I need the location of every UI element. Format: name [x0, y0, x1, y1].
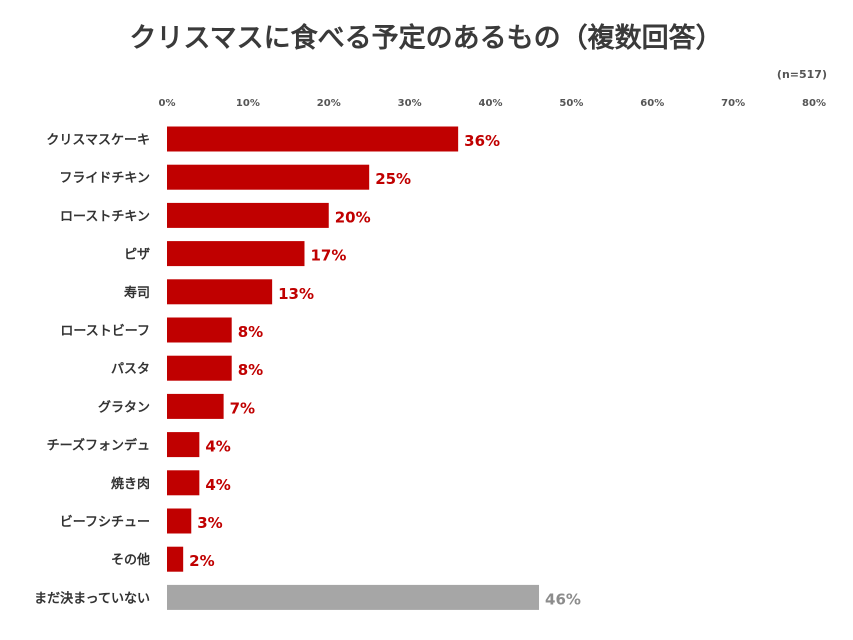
chart-title: クリスマスに食べる予定のあるもの（複数回答） [129, 22, 722, 54]
x-tick-label: 30% [398, 98, 422, 109]
data-label: 17% [310, 247, 346, 265]
bar [167, 279, 273, 305]
bar [167, 241, 305, 267]
y-axis-labels: クリスマスケーキフライドチキンローストチキンピザ寿司ローストビーフパスタグラタン… [34, 133, 150, 606]
bar [167, 546, 184, 572]
category-label: ローストチキン [60, 209, 150, 224]
category-label: フライドチキン [59, 171, 150, 186]
category-label: クリスマスケーキ [46, 133, 150, 148]
category-label: ビーフシチュー [60, 514, 150, 530]
data-label: 3% [197, 514, 222, 532]
data-label: 46% [545, 590, 581, 608]
category-label: その他 [111, 552, 150, 568]
bar [167, 355, 232, 381]
bar [167, 584, 540, 610]
data-labels: 36% 25% 20% 17% 13% 8% 8% 7% 4% 4% 3% 2% 46% [189, 132, 581, 608]
x-axis-ticks: 0% 10% 20% 30% 40% 50% 60% 70% 80% [159, 98, 826, 109]
data-label: 2% [189, 552, 214, 570]
data-label: 36% [464, 132, 500, 150]
category-label: ピザ [124, 248, 150, 263]
category-label: チーズフォンデュ [47, 438, 150, 454]
bar [167, 432, 200, 458]
data-label: 8% [238, 323, 263, 341]
data-label: 25% [375, 170, 411, 188]
x-tick-label: 20% [317, 98, 341, 109]
data-label: 4% [205, 476, 230, 494]
bar [167, 126, 459, 152]
data-label: 8% [238, 361, 263, 379]
data-label: 20% [335, 208, 371, 226]
x-tick-label: 40% [479, 98, 503, 109]
category-label: 寿司 [124, 285, 150, 301]
category-label: まだ決まっていない [34, 590, 150, 606]
bar [167, 317, 232, 343]
x-tick-label: 10% [236, 98, 260, 109]
bar [167, 202, 329, 228]
category-label: グラタン [98, 399, 150, 415]
sample-size: (n=517) [777, 68, 827, 81]
bars-group [167, 126, 540, 610]
data-label: 13% [278, 285, 314, 303]
data-label: 4% [205, 438, 230, 456]
category-label: パスタ [111, 362, 150, 377]
x-tick-label: 80% [802, 98, 826, 109]
bar [167, 470, 200, 496]
x-tick-label: 50% [559, 98, 583, 109]
bar [167, 393, 224, 419]
data-label: 7% [230, 399, 255, 417]
x-tick-label: 60% [640, 98, 664, 109]
bar [167, 164, 370, 190]
x-tick-label: 70% [721, 98, 745, 109]
category-label: ローストビーフ [60, 323, 150, 339]
bar [167, 508, 192, 534]
x-tick-label: 0% [159, 98, 176, 109]
category-label: 焼き肉 [111, 476, 150, 492]
